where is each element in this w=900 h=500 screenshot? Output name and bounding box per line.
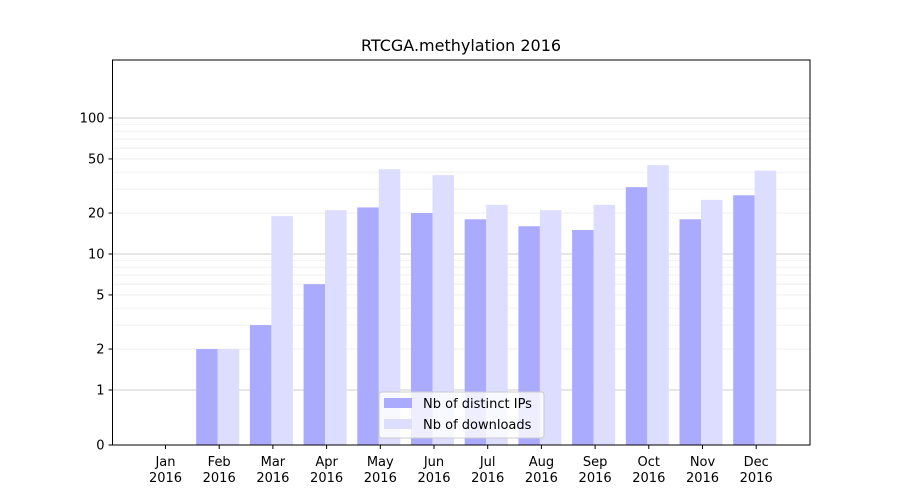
x-tick-label: Jul 2016 [471, 455, 504, 486]
x-tick-label: Jun 2016 [417, 455, 450, 486]
bar-downloads [701, 199, 723, 445]
legend-label-downloads: Nb of downloads [423, 418, 532, 433]
bar-ips [733, 195, 755, 445]
y-tick-label: 100 [80, 112, 105, 127]
bars-layer [196, 165, 777, 446]
x-tick-label: Apr 2016 [310, 455, 343, 486]
y-tick-label: 20 [88, 207, 105, 222]
x-tick-label: Dec 2016 [740, 455, 773, 486]
legend: Nb of distinct IPs Nb of downloads [378, 391, 545, 439]
bar-ips [679, 219, 701, 445]
bar-downloads [647, 165, 669, 446]
bar-ips [196, 349, 218, 445]
y-tick-label: 5 [96, 288, 104, 303]
legend-swatch-downloads [384, 419, 412, 429]
bar-ips [411, 213, 433, 445]
y-tick-label: 2 [96, 343, 104, 358]
bar-downloads [593, 204, 616, 445]
bar-downloads [432, 175, 454, 446]
bar-downloads [325, 210, 347, 445]
x-tick-label: Feb 2016 [203, 455, 236, 486]
grid-layer [112, 117, 810, 391]
bar-downloads [486, 204, 508, 445]
x-tick-label: May 2016 [364, 455, 397, 486]
axes-layer: 0 1 2 5 10 20 50 100 Jan 2016 Feb 2016 Mar 2016 Apr 201… [80, 112, 773, 487]
x-tick-label: Nov 2016 [686, 455, 719, 486]
x-tick-label: Aug 2016 [525, 455, 558, 486]
legend-swatch-ips [384, 398, 412, 408]
bar-ips [303, 284, 326, 445]
bar-downloads [271, 216, 293, 445]
legend-box [378, 391, 545, 439]
bar-ips [572, 230, 594, 445]
bar-ips [249, 325, 272, 445]
x-tick-label: Sep 2016 [579, 455, 612, 486]
y-tick-label: 1 [96, 384, 104, 399]
x-tick-label: Mar 2016 [256, 455, 289, 486]
x-tick-label: Jan 2016 [149, 455, 182, 486]
bar-downloads [754, 170, 777, 446]
bar-ips [357, 207, 379, 445]
x-tick-label: Oct 2016 [632, 455, 665, 486]
y-tick-label: 0 [96, 439, 104, 454]
bar-ips [464, 219, 487, 445]
y-tick-label: 50 [88, 152, 105, 167]
y-tick-label: 10 [88, 248, 105, 263]
bar-downloads [539, 210, 562, 445]
plot-frame [112, 59, 811, 446]
bar-downloads [217, 349, 240, 445]
bar-downloads [378, 169, 401, 445]
legend-label-ips: Nb of distinct IPs [423, 397, 532, 412]
chart-title: RTCGA.methylation 2016 [361, 36, 561, 55]
bar-ips [625, 187, 648, 445]
bar-ips [518, 226, 540, 445]
